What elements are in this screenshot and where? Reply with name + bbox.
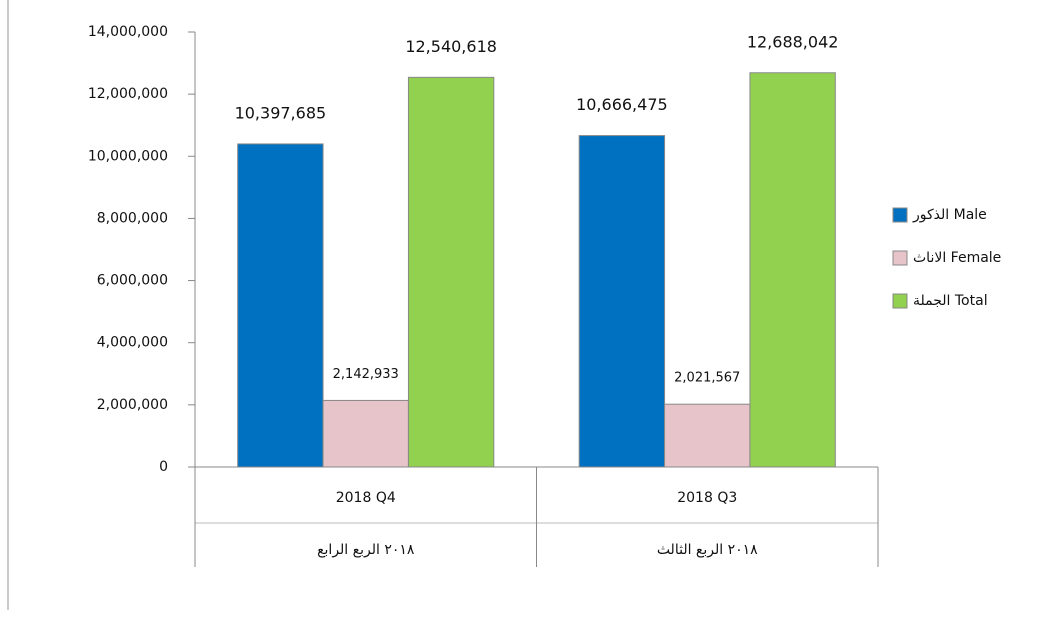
x-tick-label: 2018 Q3 <box>677 490 737 506</box>
x-tick-label-arabic: ٢٠١٨ الربع الرابع <box>317 542 415 558</box>
legend-swatch <box>892 207 908 223</box>
legend-swatch <box>892 293 908 309</box>
bar <box>237 143 324 468</box>
data-label: 2,142,933 <box>333 367 399 382</box>
legend-label: الذكور Male <box>912 207 987 223</box>
y-tick-label: 0 <box>159 459 168 475</box>
legend-label: الاناث Female <box>913 250 1001 266</box>
y-tick-label: 2,000,000 <box>97 397 168 413</box>
bar <box>578 135 666 468</box>
data-label: 10,666,475 <box>576 95 668 114</box>
bar <box>322 399 409 468</box>
data-label: 12,540,618 <box>405 37 497 56</box>
bar <box>664 403 751 468</box>
legend-swatch <box>892 250 908 266</box>
y-tick-label: 14,000,000 <box>88 24 168 40</box>
y-tick-label: 10,000,000 <box>88 148 168 164</box>
data-label: 10,397,685 <box>235 103 327 122</box>
legend-label: الجملة Total <box>913 293 988 309</box>
x-tick-label-arabic: ٢٠١٨ الربع الثالث <box>657 542 758 558</box>
bar <box>749 72 836 468</box>
y-tick-label: 12,000,000 <box>88 86 168 102</box>
data-label: 2,021,567 <box>674 371 740 386</box>
y-tick-label: 4,000,000 <box>97 335 168 351</box>
y-tick-label: 6,000,000 <box>97 273 168 289</box>
data-label: 12,688,042 <box>747 32 839 51</box>
y-tick-label: 8,000,000 <box>97 210 168 226</box>
x-tick-label: 2018 Q4 <box>336 490 396 506</box>
bar <box>407 76 495 468</box>
